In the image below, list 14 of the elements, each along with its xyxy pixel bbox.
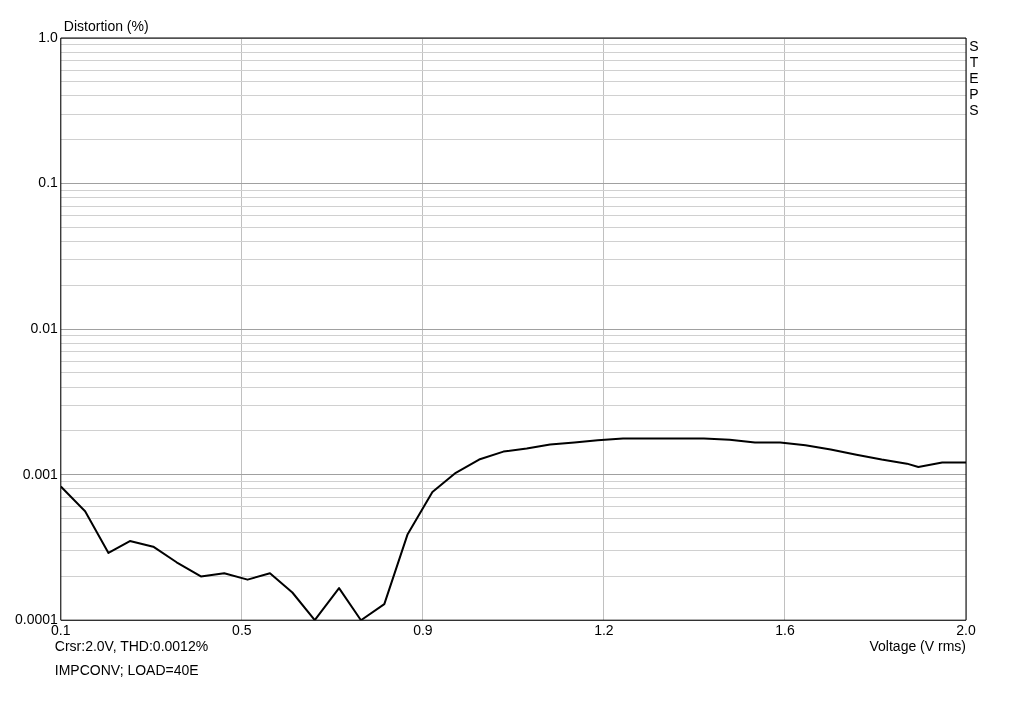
y-tick-label: 0.1 bbox=[38, 174, 59, 191]
y-tick-label: 0.001 bbox=[22, 465, 59, 482]
y-tick-label: 0.01 bbox=[30, 319, 59, 336]
x-tick-label: 1.2 bbox=[594, 622, 614, 639]
y-tick-label: 1.0 bbox=[38, 28, 59, 45]
x-tick-label: 0.5 bbox=[232, 622, 252, 639]
text: STEPS bbox=[969, 37, 979, 118]
x-tick-label: 1.6 bbox=[775, 622, 795, 639]
y-axis-title: Distortion (%) bbox=[63, 17, 149, 34]
x-tick-label: 0.9 bbox=[413, 622, 433, 639]
text: Crsr:2.0V, THD:0.0012% bbox=[54, 638, 209, 655]
text: IMPCONV; LOAD=40E bbox=[54, 662, 199, 679]
x-axis-title: Voltage (V rms) bbox=[869, 638, 966, 655]
x-tick-label: 2.0 bbox=[956, 622, 976, 639]
